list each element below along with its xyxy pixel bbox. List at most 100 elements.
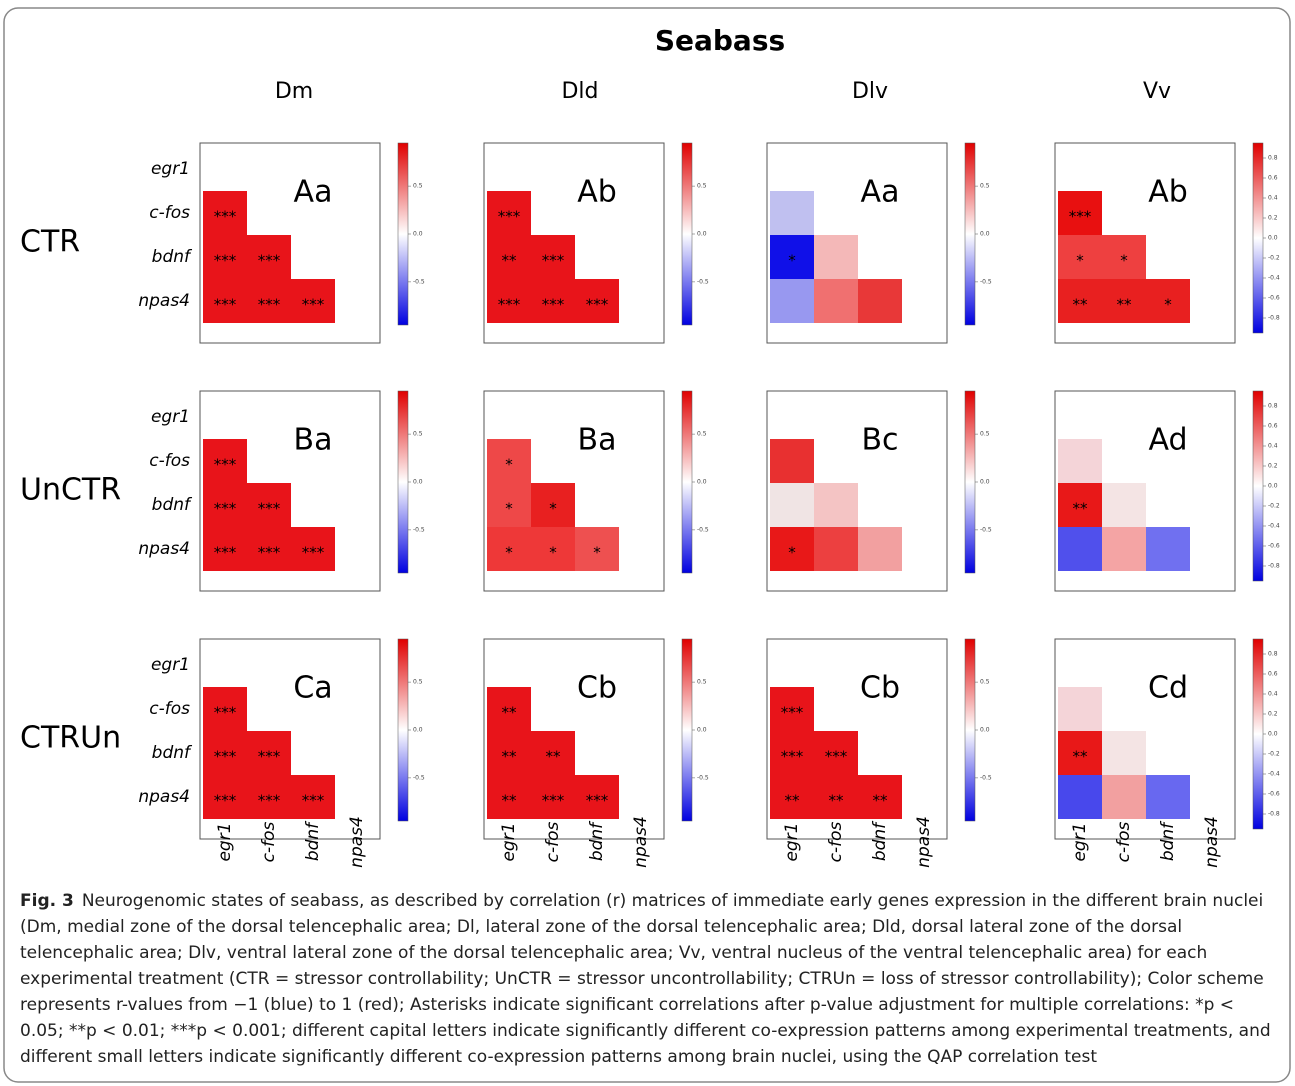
heatmap-cell [291,775,335,819]
heatmap-cell [770,279,814,323]
gene-row-label: c-fos [149,203,190,223]
colorbar-tick-label: 0.0 [1268,731,1278,738]
panel-letter: Ba [294,423,333,458]
heatmap-cell [1102,775,1146,819]
colorbar-tick-label: 0.5 [980,183,990,190]
heatmap-cell [247,483,291,527]
heatmap-cell [814,775,858,819]
colorbar-tick-label: -0.5 [980,774,992,781]
heatmap-cell [487,279,531,323]
significance: *** [542,252,565,270]
heatmap-cell [1102,527,1146,571]
gene-row-label: npas4 [138,787,190,807]
colorbar-tick-label: -0.5 [697,278,709,285]
heatmap-cell [814,731,858,775]
colorbar-tick-label: -0.2 [1268,751,1280,758]
significance: ** [1073,296,1089,314]
significance: *** [258,792,281,810]
colorbar-tick-label: -0.5 [413,278,425,285]
gene-column-label: c-fos [826,822,846,863]
heatmap-cell [487,687,531,731]
significance: *** [258,296,281,314]
heatmap-cell [203,235,247,279]
significance: *** [586,792,609,810]
colorbar-tick-label: 0.4 [1268,691,1278,698]
heatmap-cell [203,439,247,483]
panel-letter: Ca [293,671,332,706]
heatmap-cell [487,775,531,819]
significance: *** [214,456,237,474]
plot-box [1054,638,1236,840]
panel-letter: Cd [1148,671,1188,706]
plot-box [199,390,381,592]
significance: *** [498,208,521,226]
significance: *** [542,296,565,314]
gene-row-label: bdnf [152,495,193,515]
heatmap-cell [247,527,291,571]
heatmap-cell [291,527,335,571]
heatmap-cell [770,687,814,731]
colorbar-tick-label: 0.5 [980,431,990,438]
colorbar-tick-label: 0.2 [1268,711,1278,718]
panel-letter: Ab [577,175,617,210]
significance: *** [258,252,281,270]
heatmap-cell [247,775,291,819]
gene-column-label: bdnf [587,820,607,861]
colorbar-tick-label: 0.0 [1268,483,1278,490]
colorbar-tick-label: -0.4 [1268,523,1280,530]
heatmap-cell [770,439,814,483]
colorbar-tick-label: 0.5 [413,431,423,438]
plot-box [483,638,665,840]
colorbar-tick-label: 0.5 [413,679,423,686]
heatmap-cell [291,279,335,323]
colorbar-tick-label: 0.0 [697,231,707,238]
panel-letter: Aa [294,175,333,210]
heatmap-cell [531,527,575,571]
significance: ** [502,252,518,270]
significance: *** [258,500,281,518]
colorbar-tick-label: 0.6 [1268,175,1278,182]
gene-column-label: egr1 [782,822,802,861]
caption-label: Fig. 3 [20,891,74,911]
panel-letter: Ba [578,423,617,458]
gene-column-label: bdnf [870,820,890,861]
heatmap-cell [1058,731,1102,775]
significance: *** [498,296,521,314]
column-header: Dlv [852,79,888,104]
gene-row-label: egr1 [151,159,190,179]
panel-letter: Cb [577,671,617,706]
colorbar-tick-label: 0.5 [697,431,707,438]
colorbar [964,390,976,574]
column-header: Vv [1143,79,1171,104]
heatmap-cell [1146,279,1190,323]
colorbar-tick-label: -0.6 [1268,543,1280,550]
colorbar-tick-label: -0.5 [413,774,425,781]
colorbar [964,638,976,822]
heatmap-cell [1058,483,1102,527]
colorbar [1252,142,1264,334]
significance: * [1120,252,1128,270]
heatmap-cell [770,731,814,775]
colorbar-tick-label: 0.0 [413,727,423,734]
colorbar [397,142,409,326]
gene-column-label: egr1 [499,822,519,861]
heatmap-cell [531,279,575,323]
heatmap-cell [814,279,858,323]
column-header: Dld [561,79,598,104]
colorbar [397,638,409,822]
colorbar-tick-label: 0.6 [1268,671,1278,678]
colorbar-tick-label: -0.5 [697,774,709,781]
gene-column-label: npas4 [1202,816,1222,868]
heatmap-cell [1102,279,1146,323]
significance: * [549,544,557,562]
caption: Fig. 3 Neurogenomic states of seabass, as… [20,888,1282,1070]
heatmap-cell [1102,483,1146,527]
heatmap-cell [203,279,247,323]
heatmap-cell [487,527,531,571]
gene-row-label: egr1 [151,407,190,427]
colorbar-tick-label: 0.2 [1268,215,1278,222]
plot-box [1054,390,1236,592]
heatmap-cell [487,483,531,527]
colorbar-tick-label: -0.2 [1268,503,1280,510]
colorbar-tick-label: -0.5 [980,526,992,533]
